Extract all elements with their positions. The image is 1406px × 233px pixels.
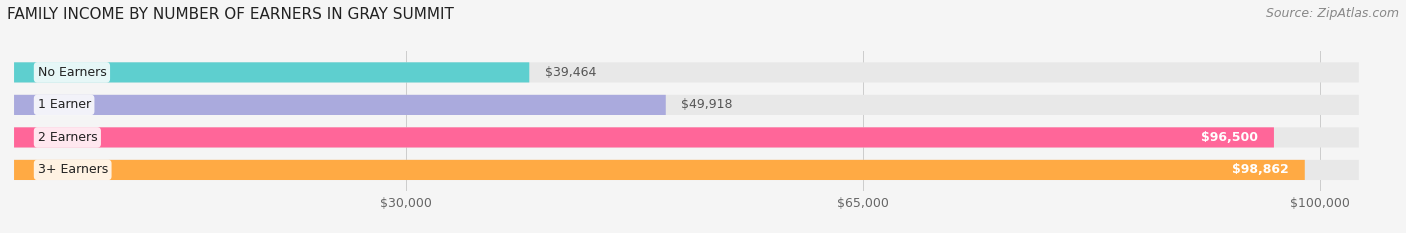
Text: FAMILY INCOME BY NUMBER OF EARNERS IN GRAY SUMMIT: FAMILY INCOME BY NUMBER OF EARNERS IN GR… xyxy=(7,7,454,22)
FancyBboxPatch shape xyxy=(14,62,529,82)
Text: $96,500: $96,500 xyxy=(1201,131,1258,144)
Text: No Earners: No Earners xyxy=(38,66,107,79)
FancyBboxPatch shape xyxy=(14,95,1358,115)
Text: $39,464: $39,464 xyxy=(546,66,596,79)
FancyBboxPatch shape xyxy=(14,62,1358,82)
FancyBboxPatch shape xyxy=(14,160,1358,180)
FancyBboxPatch shape xyxy=(14,127,1358,147)
Text: 2 Earners: 2 Earners xyxy=(38,131,97,144)
FancyBboxPatch shape xyxy=(14,127,1274,147)
Text: $49,918: $49,918 xyxy=(682,98,733,111)
Text: 3+ Earners: 3+ Earners xyxy=(38,163,108,176)
Text: Source: ZipAtlas.com: Source: ZipAtlas.com xyxy=(1265,7,1399,20)
Text: 1 Earner: 1 Earner xyxy=(38,98,90,111)
FancyBboxPatch shape xyxy=(14,95,666,115)
FancyBboxPatch shape xyxy=(14,160,1305,180)
Text: $98,862: $98,862 xyxy=(1232,163,1289,176)
